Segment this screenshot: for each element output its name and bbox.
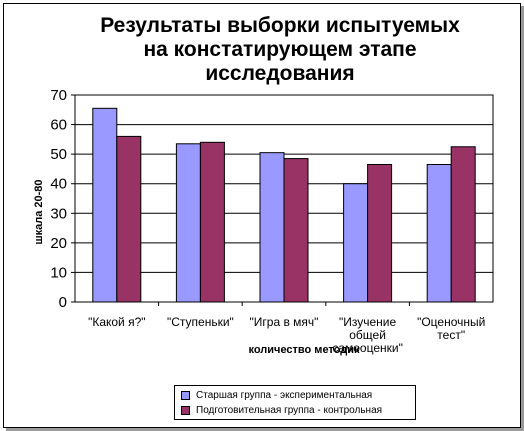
x-category-label: "Изучение общей самооценки" [332, 315, 403, 355]
y-tick-label: 10 [50, 264, 67, 281]
y-tick-label: 0 [59, 294, 67, 311]
y-tick-label: 70 [50, 87, 67, 104]
bar-series-2-cat-2 [199, 141, 225, 303]
bar-series-2-cat-4 [367, 163, 393, 303]
bar-series-1-cat-5 [426, 163, 452, 303]
legend-swatch-control [181, 405, 190, 415]
bar-series-1-cat-2 [175, 143, 201, 303]
legend-swatch-experimental [181, 390, 190, 400]
y-axis-title: шкала 20-80 [33, 179, 45, 244]
chart-title-line-3: исследования [205, 62, 355, 85]
x-category-label: "Игра в мяч" [250, 315, 319, 329]
x-axis-title: количество методик [249, 344, 360, 356]
x-category-label: "Ступеньки" [167, 315, 234, 329]
y-tick-label: 40 [50, 176, 67, 193]
x-category-label: "Оценочный тест" [417, 315, 485, 342]
legend-label-control: Подготовительная группа - контрольная [196, 404, 383, 416]
y-tick-label: 30 [50, 205, 67, 222]
x-category-label: "Какой я?" [88, 315, 145, 329]
chart-title-line-1: Результаты выборки испытуемых [100, 14, 460, 37]
bar-series-2-cat-5 [450, 146, 476, 303]
y-tick-label: 50 [50, 146, 67, 163]
legend-label-experimental: Старшая группа - экспериментальная [196, 389, 373, 401]
bar-series-2-cat-3 [283, 158, 309, 303]
legend-item-control: Подготовительная группа - контрольная [181, 403, 382, 417]
chart-title-line-2: на констатирующем этапе [143, 38, 417, 61]
bar-series-1-cat-3 [259, 152, 285, 303]
bar-series-2-cat-1 [116, 135, 142, 303]
legend: Старшая группа - экспериментальная Подго… [174, 385, 416, 420]
y-tick-label: 60 [50, 117, 67, 134]
y-tick-label: 20 [50, 235, 67, 252]
bar-series-1-cat-4 [343, 183, 369, 303]
bar-series-1-cat-1 [92, 107, 118, 303]
legend-item-experimental: Старшая группа - экспериментальная [181, 388, 372, 402]
